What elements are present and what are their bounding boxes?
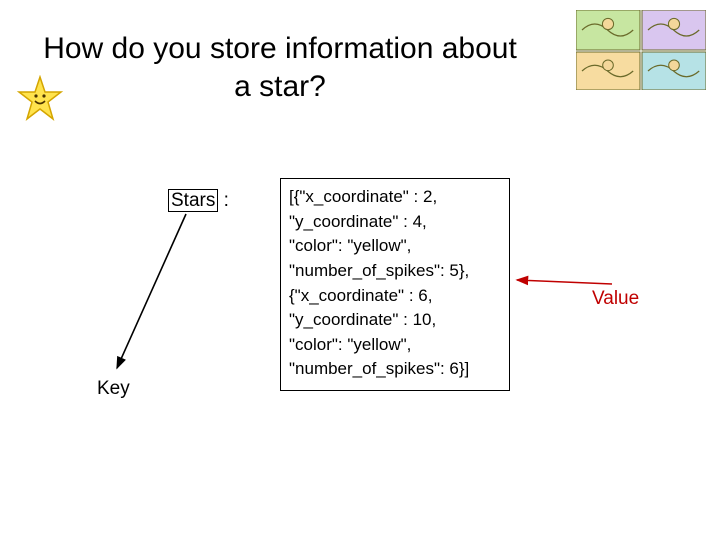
key-arrow [0, 0, 720, 540]
